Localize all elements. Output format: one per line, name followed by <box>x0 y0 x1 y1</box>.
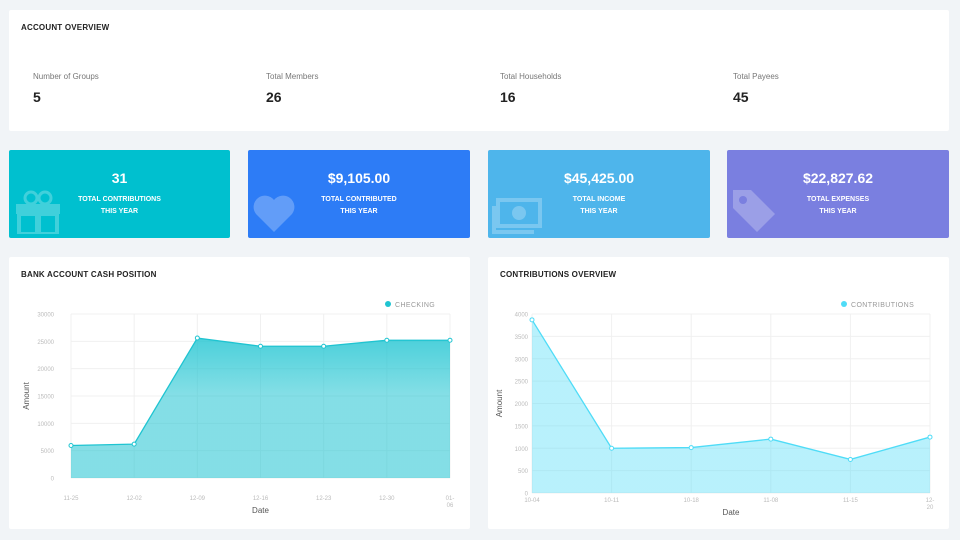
tile-label: TOTAL CONTRIBUTIONS <box>78 196 161 203</box>
x-tick-label: 06 <box>447 503 454 509</box>
data-point <box>609 445 615 451</box>
x-tick-label: 01- <box>446 496 455 502</box>
contributions-overview-card: CONTRIBUTIONS OVERVIEW 0 500 1000 1500 2000 2… <box>488 257 949 529</box>
stat-label: Total Households <box>500 72 562 81</box>
tile-label: TOTAL EXPENSES <box>806 196 870 203</box>
y-tick-label: 1500 <box>515 424 529 430</box>
stat-label: Number of Groups <box>33 72 99 81</box>
x-tick-label: 11-25 <box>64 496 80 502</box>
money-icon <box>492 198 542 234</box>
bank-cash-position-card: BANK ACCOUNT CASH POSITION 0 5000 10000 150… <box>9 257 470 529</box>
x-tick-label: 12-09 <box>190 496 206 502</box>
data-point <box>384 337 390 343</box>
legend-label: CHECKING <box>395 302 435 309</box>
tile-value: $9,105.00 <box>327 170 391 186</box>
stat-value: 5 <box>33 89 41 105</box>
x-tick-label: 12-16 <box>253 496 269 502</box>
data-point <box>927 434 933 440</box>
x-axis-label: Date <box>723 508 740 517</box>
stat-value: 16 <box>500 89 516 105</box>
tile-total-income: $45,425.00 TOTAL INCOME THIS YEAR <box>488 150 710 238</box>
data-point <box>529 317 535 323</box>
tile-sublabel: THIS YEAR <box>580 208 618 215</box>
stat-groups: Number of Groups 5 <box>33 72 99 105</box>
data-point <box>847 456 853 462</box>
tile-total-expenses: $22,827.62 TOTAL EXPENSES THIS YEAR <box>727 150 949 238</box>
y-tick-label: 10000 <box>37 422 54 428</box>
stat-payees: Total Payees 45 <box>733 72 779 105</box>
card-title: ACCOUNT OVERVIEW <box>21 23 110 32</box>
data-point <box>68 442 74 448</box>
x-tick-label: 20 <box>927 505 934 511</box>
tile-total-contributed: $9,105.00 TOTAL CONTRIBUTED THIS YEAR <box>248 150 470 238</box>
tile-sublabel: THIS YEAR <box>340 208 378 215</box>
x-tick-label: 10-18 <box>684 498 700 504</box>
x-tick-label: 12-23 <box>316 496 332 502</box>
y-tick-label: 0 <box>525 492 529 498</box>
y-tick-label: 3000 <box>515 357 529 363</box>
y-axis-label: Amount <box>22 381 31 409</box>
x-tick-label: 11-15 <box>843 498 859 504</box>
y-tick-label: 20000 <box>37 367 54 373</box>
x-tick-label: 11-08 <box>763 498 779 504</box>
x-tick-label: 12- <box>926 498 935 504</box>
card-title: BANK ACCOUNT CASH POSITION <box>21 270 157 279</box>
x-tick-label: 12-02 <box>126 496 142 502</box>
y-axis-label: Amount <box>495 389 504 417</box>
account-overview-card: ACCOUNT OVERVIEW Number of Groups 5 Total… <box>9 10 949 131</box>
tile-sublabel: THIS YEAR <box>819 208 857 215</box>
data-point <box>768 436 774 442</box>
x-axis-label: Date <box>252 506 269 515</box>
data-point <box>194 335 200 341</box>
stat-label: Total Payees <box>733 72 779 81</box>
y-tick-label: 15000 <box>37 395 54 401</box>
y-tick-label: 1000 <box>515 447 529 453</box>
area-fill <box>532 319 930 493</box>
gift-icon <box>16 190 60 234</box>
stat-value: 26 <box>266 89 282 105</box>
series-line <box>531 319 931 461</box>
tile-value: $45,425.00 <box>563 170 635 186</box>
tile-label: TOTAL CONTRIBUTED <box>321 196 397 203</box>
cash-position-chart: 0 5000 10000 15000 20000 25000 30000 11-25 12-02… <box>22 301 455 515</box>
stat-members: Total Members 26 <box>266 72 318 105</box>
y-tick-label: 30000 <box>37 313 54 319</box>
tile-value: 31 <box>111 170 128 186</box>
data-point <box>688 445 694 451</box>
y-tick-label: 500 <box>518 469 529 475</box>
tag-icon <box>733 190 775 232</box>
legend-marker <box>841 301 847 307</box>
y-tick-label: 3500 <box>515 335 529 341</box>
stat-label: Total Members <box>266 72 319 81</box>
y-tick-label: 2500 <box>515 380 529 386</box>
y-tick-label: 2000 <box>515 402 529 408</box>
stat-value: 45 <box>733 89 749 105</box>
tile-sublabel: THIS YEAR <box>100 208 139 215</box>
legend-marker <box>385 301 391 307</box>
data-point <box>321 343 327 349</box>
card-title: CONTRIBUTIONS OVERVIEW <box>500 270 617 279</box>
data-point <box>258 343 263 349</box>
legend-label: CONTRIBUTIONS <box>851 302 914 309</box>
stat-households: Total Households 16 <box>500 72 561 105</box>
y-tick-label: 0 <box>51 477 55 483</box>
area-fill <box>71 338 450 478</box>
contributions-chart: 0 500 1000 1500 2000 2500 3000 3500 4000 10-04 10-… <box>495 301 935 517</box>
y-tick-label: 4000 <box>515 313 529 319</box>
data-point <box>447 337 453 343</box>
x-tick-label: 12-30 <box>379 496 395 502</box>
heart-icon <box>253 195 295 232</box>
x-tick-label: 10-11 <box>604 498 620 504</box>
tile-label: TOTAL INCOME <box>572 196 626 203</box>
y-tick-label: 5000 <box>41 449 55 455</box>
tile-total-contributions: 31 TOTAL CONTRIBUTIONS THIS YEAR <box>9 150 230 238</box>
x-tick-label: 10-04 <box>524 498 540 504</box>
tile-value: $22,827.62 <box>802 170 874 186</box>
data-point <box>131 441 137 447</box>
y-tick-label: 25000 <box>37 340 54 346</box>
